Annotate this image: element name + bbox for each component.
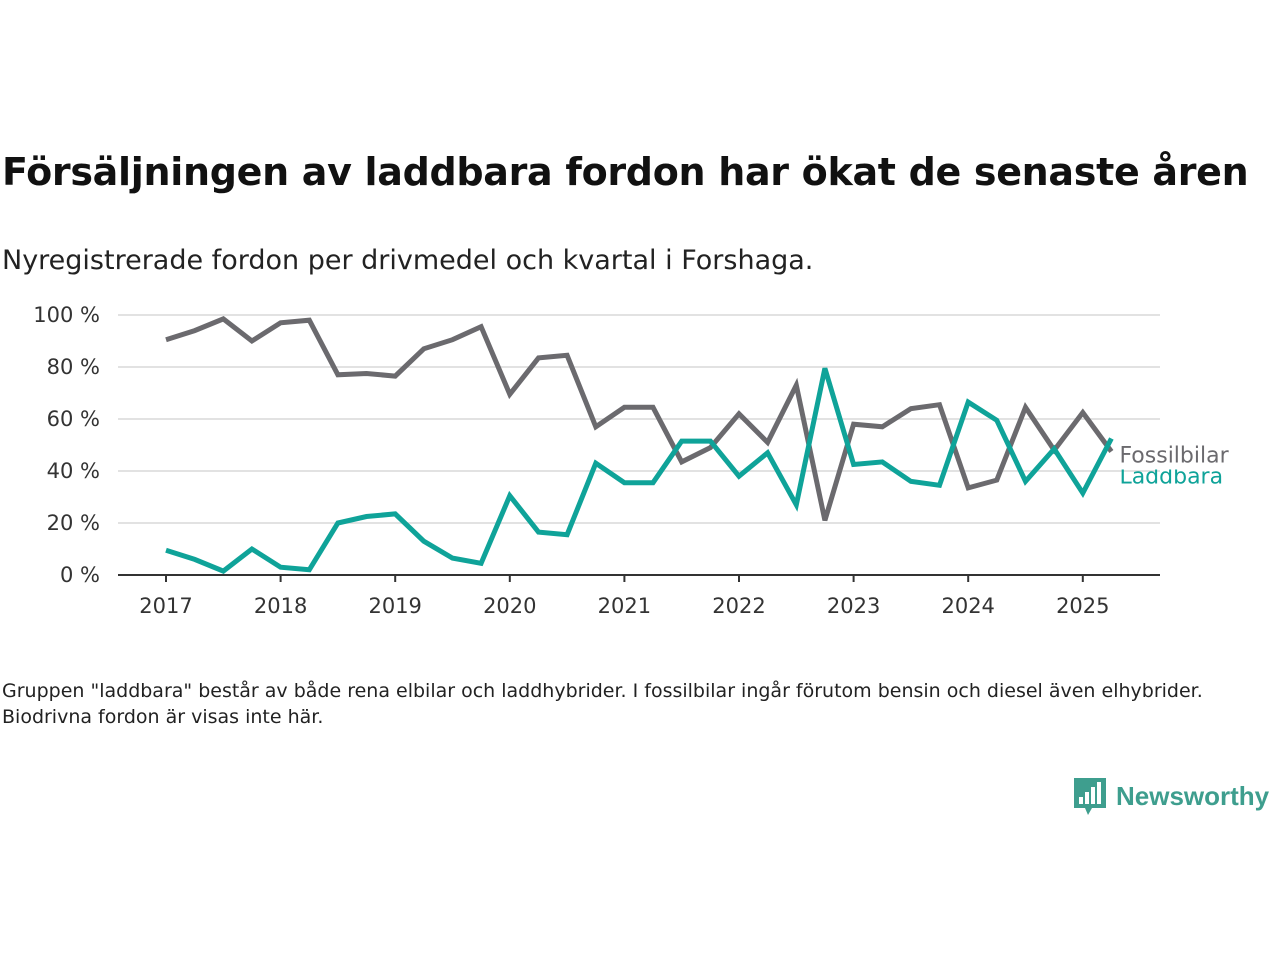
y-tick-label: 0 % <box>60 563 100 587</box>
axes: 0 % 20 % 40 % 60 % 80 % 100 % 2017 2018 2019 2020… <box>33 303 1160 618</box>
y-tick-label: 80 % <box>47 355 100 379</box>
brand-name: Newsworthy <box>1116 780 1270 811</box>
x-tick-label: 2020 <box>483 594 536 618</box>
y-tick-label: 20 % <box>47 511 100 535</box>
footnote: Gruppen "laddbara" består av både rena e… <box>2 680 1203 728</box>
grid-lines <box>118 314 1160 524</box>
x-tick-label: 2021 <box>598 594 651 618</box>
y-tick-label: 40 % <box>47 459 100 483</box>
y-tick-label: 60 % <box>47 407 100 431</box>
x-tick-label: 2024 <box>941 594 994 618</box>
series-lines <box>165 316 1114 574</box>
x-tick-label: 2019 <box>368 594 421 618</box>
x-tick-label: 2022 <box>712 594 765 618</box>
line-chart: 0 % 20 % 40 % 60 % 80 % 100 % 2017 2018 2019 2020… <box>33 303 1238 618</box>
x-tick-label: 2025 <box>1056 594 1109 618</box>
series-label-fossilbilar: Fossilbilar <box>1119 444 1229 469</box>
x-tick-label: 2023 <box>827 594 880 618</box>
series-line-laddbara <box>165 367 1114 574</box>
chart-subtitle: Nyregistrerade fordon per drivmedel och … <box>2 245 814 276</box>
newsworthy-logo-icon <box>1074 778 1106 815</box>
brand: Newsworthy <box>1072 776 1269 816</box>
x-tick-label: 2018 <box>254 594 307 618</box>
x-tick-label: 2017 <box>139 594 192 618</box>
chart-title: Försäljningen av laddbara fordon har öka… <box>2 150 1249 194</box>
y-tick-label: 100 % <box>33 303 100 327</box>
series-label-background <box>1119 439 1238 470</box>
